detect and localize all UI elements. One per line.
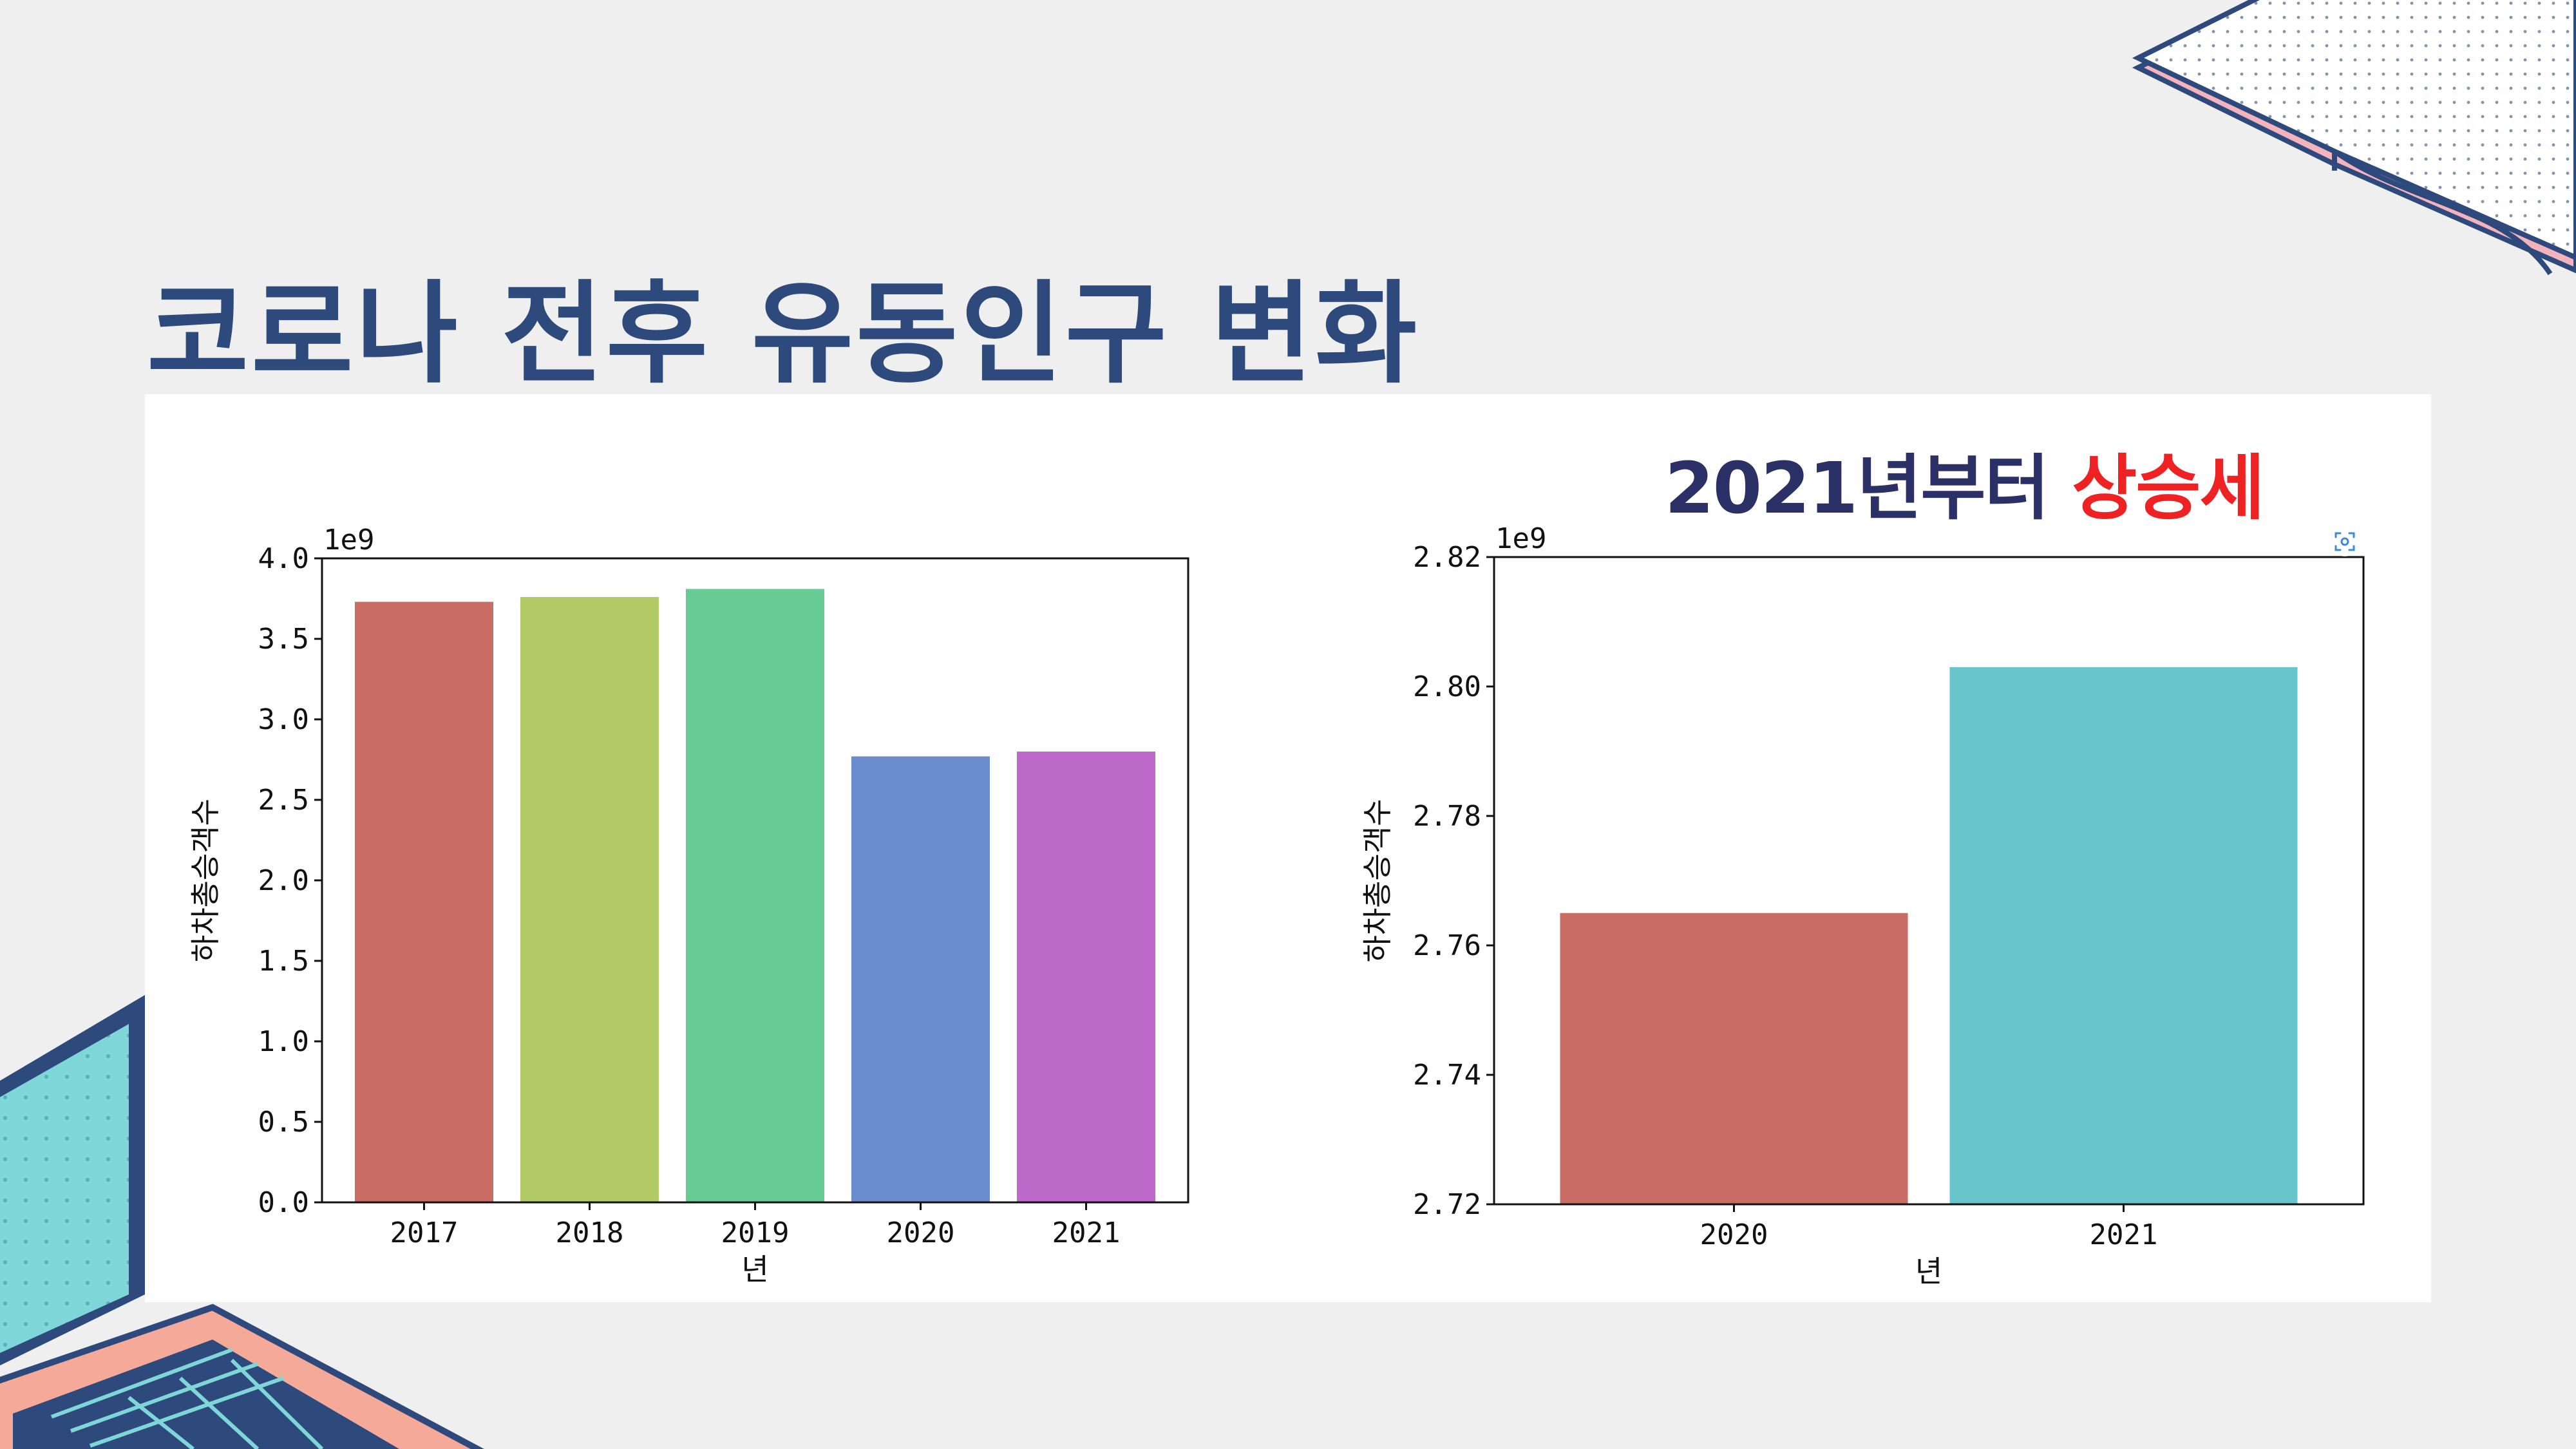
y-tick-label: 4.0: [258, 542, 309, 575]
y-axis-label: 하차총승객수: [1360, 799, 1395, 963]
x-axis-label: 년: [1915, 1254, 1942, 1289]
y-tick-label: 2.76: [1413, 929, 1481, 962]
book-illustration-icon: [2132, 0, 2576, 276]
bar-2021: [1949, 667, 2298, 1204]
x-tick-label: 2020: [1700, 1218, 1768, 1251]
subtitle-main-text: 2021년부터: [1665, 447, 2072, 529]
y-tick-label: 1.0: [258, 1025, 309, 1058]
chart-subtitle: 2021년부터 상승세: [1665, 430, 2265, 533]
y-tick-label: 0.0: [258, 1186, 309, 1219]
y-tick-label: 2.74: [1413, 1059, 1481, 1092]
bar-2021: [1017, 752, 1155, 1202]
bar-2020: [1560, 913, 1908, 1204]
bar-2020: [851, 756, 990, 1202]
x-tick-label: 2018: [556, 1217, 624, 1249]
axes-frame: [1493, 556, 2365, 1206]
y-tick-label: 3.0: [258, 703, 309, 736]
x-tick-label: 2017: [390, 1217, 459, 1249]
x-tick-label: 2021: [2090, 1218, 2158, 1251]
y-tick-label: 2.72: [1413, 1188, 1481, 1221]
y-offset-label: 1e9: [1495, 522, 1546, 555]
y-axis-label: 하차총승객수: [188, 799, 223, 962]
axes-frame: [321, 557, 1189, 1204]
y-tick-label: 2.82: [1413, 541, 1481, 574]
y-offset-label: 1e9: [323, 524, 374, 556]
bar-2018: [520, 597, 659, 1202]
x-tick-label: 2021: [1052, 1217, 1121, 1249]
x-axis-label: 년: [741, 1252, 768, 1287]
y-tick-label: 3.5: [258, 623, 309, 656]
bar-chart-yearly: 2017 2018 2019 2020 2021 0.0 0.5 1.0 1.5 2.0 2.5 3.…: [188, 524, 1189, 1287]
bar-chart-2020-2021: 2020 2021 2.72 2.74 2.76 2.78 2.80 2.82 1e9 년 하차총승…: [1360, 522, 2365, 1289]
plot-area-yearly: 2017 2018 2019 2020 2021 0.0 0.5 1.0 1.5 2.0 2.5 3.…: [188, 524, 1189, 1287]
bar-2017: [355, 601, 493, 1202]
bar-2019: [686, 589, 824, 1202]
y-tick-label: 2.5: [258, 784, 309, 817]
plot-area-2020-2021: 2020 2021 2.72 2.74 2.76 2.78 2.80 2.82 1e9 년 하차총승…: [1360, 522, 2365, 1289]
screenshot-capture-icon[interactable]: [2330, 527, 2360, 556]
y-tick-label: 0.5: [258, 1106, 309, 1139]
slide-title: 코로나 전후 유동인구 변화: [147, 269, 1420, 399]
x-tick-label: 2020: [887, 1217, 955, 1249]
y-tick-label: 2.0: [258, 864, 309, 897]
y-tick-label: 2.80: [1413, 670, 1481, 703]
subtitle-highlight-text: 상승세: [2072, 447, 2265, 529]
y-tick-label: 2.78: [1413, 800, 1481, 833]
y-tick-label: 1.5: [258, 945, 309, 978]
x-tick-label: 2019: [721, 1217, 790, 1249]
laptop-illustration-icon: [0, 995, 484, 1449]
